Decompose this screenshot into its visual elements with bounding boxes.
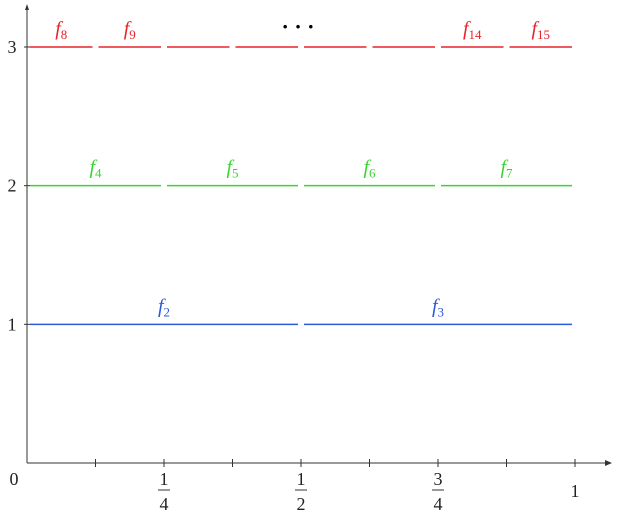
function-index: 3	[438, 304, 445, 319]
function-index: 7	[506, 166, 513, 181]
function-name: f	[432, 295, 440, 317]
function-label: f6	[363, 157, 376, 181]
x-axis-arrow	[605, 460, 612, 466]
function-index: 6	[369, 166, 376, 181]
function-index: 2	[164, 304, 171, 319]
function-label: f14	[463, 18, 482, 42]
origin-label: 0	[10, 469, 19, 489]
function-name: f	[531, 18, 539, 40]
x-tick-denominator: 4	[434, 494, 443, 514]
y-axis-arrow	[25, 4, 29, 10]
function-name: f	[226, 157, 234, 179]
function-label: f15	[531, 18, 550, 42]
y-tick-label: 2	[8, 176, 17, 196]
x-tick-denominator: 4	[160, 494, 169, 514]
y-tick-label: 1	[8, 314, 17, 334]
function-label: f4	[89, 157, 102, 181]
x-tick-numerator: 1	[297, 469, 306, 489]
x-tick-denominator: 2	[297, 494, 306, 514]
function-label: f8	[55, 18, 67, 42]
function-index: 4	[95, 166, 102, 181]
x-tick-label: 1	[571, 481, 580, 501]
function-name: f	[158, 295, 166, 317]
x-tick-numerator: 3	[434, 469, 443, 489]
function-name: f	[124, 18, 132, 40]
ellipsis: · · ·	[281, 14, 314, 39]
function-label: f9	[124, 18, 136, 42]
function-index: 14	[469, 27, 483, 42]
function-name: f	[55, 18, 63, 40]
function-label: f3	[432, 295, 444, 319]
function-name: f	[363, 157, 371, 179]
y-tick-label: 3	[8, 37, 17, 57]
function-name: f	[463, 18, 471, 40]
function-index: 15	[537, 27, 550, 42]
function-label: f5	[226, 157, 238, 181]
function-name: f	[89, 157, 97, 179]
function-index: 5	[232, 166, 239, 181]
function-label: f7	[500, 157, 513, 181]
function-name: f	[500, 157, 508, 179]
function-index: 8	[61, 27, 68, 42]
x-tick-numerator: 1	[160, 469, 169, 489]
function-index: 9	[129, 27, 136, 42]
function-label: f2	[158, 295, 170, 319]
